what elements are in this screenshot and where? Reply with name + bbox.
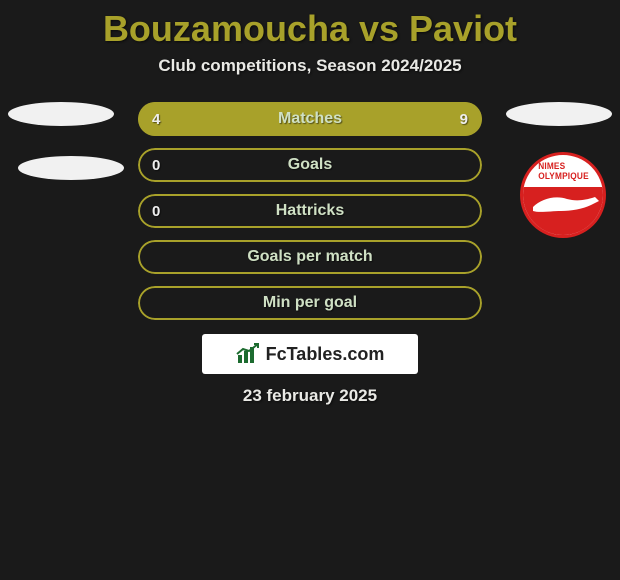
bar-track: Goals per match [138, 240, 482, 274]
bar-label: Min per goal [138, 286, 482, 320]
stat-row: 0Hattricks [0, 194, 620, 228]
stat-row: Min per goal [0, 286, 620, 320]
comparison-infographic: Bouzamoucha vs Paviot Club competitions,… [0, 0, 620, 580]
fctables-watermark: FcTables.com [202, 334, 418, 374]
page-title: Bouzamoucha vs Paviot [0, 0, 620, 50]
bar-label: Goals [138, 148, 482, 182]
bar-track: Min per goal [138, 286, 482, 320]
bar-label: Matches [138, 102, 482, 136]
stat-row: 49Matches [0, 102, 620, 136]
stat-row: Goals per match [0, 240, 620, 274]
bar-label: Hattricks [138, 194, 482, 228]
bar-label: Goals per match [138, 240, 482, 274]
page-subtitle: Club competitions, Season 2024/2025 [0, 56, 620, 76]
date-line: 23 february 2025 [0, 386, 620, 406]
bar-chart-icon [236, 343, 260, 365]
fctables-label: FcTables.com [266, 344, 385, 365]
stat-row: 0Goals [0, 148, 620, 182]
chart-area: NIMES OLYMPIQUE 49Matches0Goals0Hattrick… [0, 102, 620, 320]
bar-track: 49Matches [138, 102, 482, 136]
bar-track: 0Goals [138, 148, 482, 182]
bar-track: 0Hattricks [138, 194, 482, 228]
